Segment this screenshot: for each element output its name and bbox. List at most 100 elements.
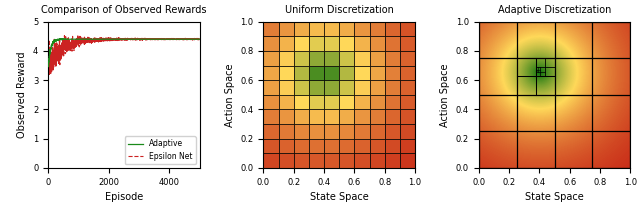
Bar — [264, 36, 278, 51]
Bar — [339, 109, 355, 124]
Bar — [385, 153, 400, 168]
Bar — [355, 51, 369, 66]
Bar — [278, 66, 294, 80]
Bar — [339, 36, 355, 51]
Bar — [400, 22, 415, 36]
X-axis label: State Space: State Space — [525, 192, 584, 202]
Bar — [264, 153, 278, 168]
Bar — [400, 95, 415, 109]
Bar — [264, 22, 278, 36]
Adaptive — [44, 64, 52, 66]
Bar — [324, 36, 339, 51]
Bar — [400, 51, 415, 66]
Bar — [355, 36, 369, 51]
Bar — [309, 80, 324, 95]
Bar — [278, 95, 294, 109]
Bar — [385, 139, 400, 153]
Bar — [264, 124, 278, 139]
Title: Adaptive Discretization: Adaptive Discretization — [498, 5, 611, 15]
Bar — [339, 139, 355, 153]
Line: Adaptive: Adaptive — [48, 39, 200, 67]
Bar — [385, 124, 400, 139]
Epsilon Net — [196, 38, 204, 40]
Bar — [294, 139, 309, 153]
Adaptive — [169, 38, 177, 40]
Bar — [278, 139, 294, 153]
Bar — [264, 109, 278, 124]
Bar — [264, 51, 278, 66]
Bar — [278, 109, 294, 124]
Adaptive — [196, 38, 204, 40]
X-axis label: State Space: State Space — [310, 192, 369, 202]
Bar — [385, 51, 400, 66]
Bar — [324, 109, 339, 124]
Bar — [294, 22, 309, 36]
Bar — [355, 95, 369, 109]
Epsilon Net — [61, 34, 68, 37]
Bar — [369, 95, 385, 109]
Bar — [369, 139, 385, 153]
Bar — [294, 36, 309, 51]
Bar — [385, 36, 400, 51]
Bar — [355, 109, 369, 124]
Bar — [385, 22, 400, 36]
Bar — [278, 124, 294, 139]
Bar — [400, 124, 415, 139]
Bar — [355, 66, 369, 80]
Bar — [264, 139, 278, 153]
Bar — [369, 124, 385, 139]
Bar — [309, 66, 324, 80]
Bar — [400, 153, 415, 168]
Bar — [400, 66, 415, 80]
Adaptive — [135, 38, 143, 40]
Bar — [355, 124, 369, 139]
Epsilon Net — [102, 39, 110, 41]
Bar — [278, 51, 294, 66]
Bar — [309, 139, 324, 153]
Bar — [369, 36, 385, 51]
Bar — [339, 95, 355, 109]
Y-axis label: Action Space: Action Space — [440, 63, 450, 126]
Bar — [294, 109, 309, 124]
Line: Epsilon Net: Epsilon Net — [48, 36, 200, 74]
Adaptive — [72, 38, 79, 40]
Bar — [278, 36, 294, 51]
Bar — [309, 109, 324, 124]
Epsilon Net — [135, 37, 143, 40]
Epsilon Net — [157, 38, 165, 41]
Bar — [385, 80, 400, 95]
Bar — [369, 66, 385, 80]
Bar — [309, 36, 324, 51]
Bar — [294, 153, 309, 168]
Bar — [355, 153, 369, 168]
Bar — [294, 51, 309, 66]
Bar — [369, 51, 385, 66]
Bar — [355, 139, 369, 153]
Bar — [339, 66, 355, 80]
Adaptive — [143, 38, 150, 40]
Bar — [339, 124, 355, 139]
Bar — [324, 80, 339, 95]
Bar — [324, 95, 339, 109]
Epsilon Net — [72, 43, 79, 45]
Bar — [294, 80, 309, 95]
Bar — [369, 153, 385, 168]
Bar — [385, 109, 400, 124]
Bar — [324, 139, 339, 153]
Bar — [355, 22, 369, 36]
Bar — [339, 80, 355, 95]
Title: Comparison of Observed Rewards: Comparison of Observed Rewards — [41, 5, 207, 15]
Adaptive — [45, 66, 52, 68]
Adaptive — [102, 38, 110, 40]
Bar — [294, 95, 309, 109]
Bar — [278, 80, 294, 95]
Bar — [324, 51, 339, 66]
Bar — [369, 22, 385, 36]
Bar — [309, 22, 324, 36]
Bar — [369, 109, 385, 124]
Bar — [324, 22, 339, 36]
Bar — [309, 95, 324, 109]
Epsilon Net — [169, 37, 177, 40]
Bar — [339, 153, 355, 168]
Bar — [309, 124, 324, 139]
